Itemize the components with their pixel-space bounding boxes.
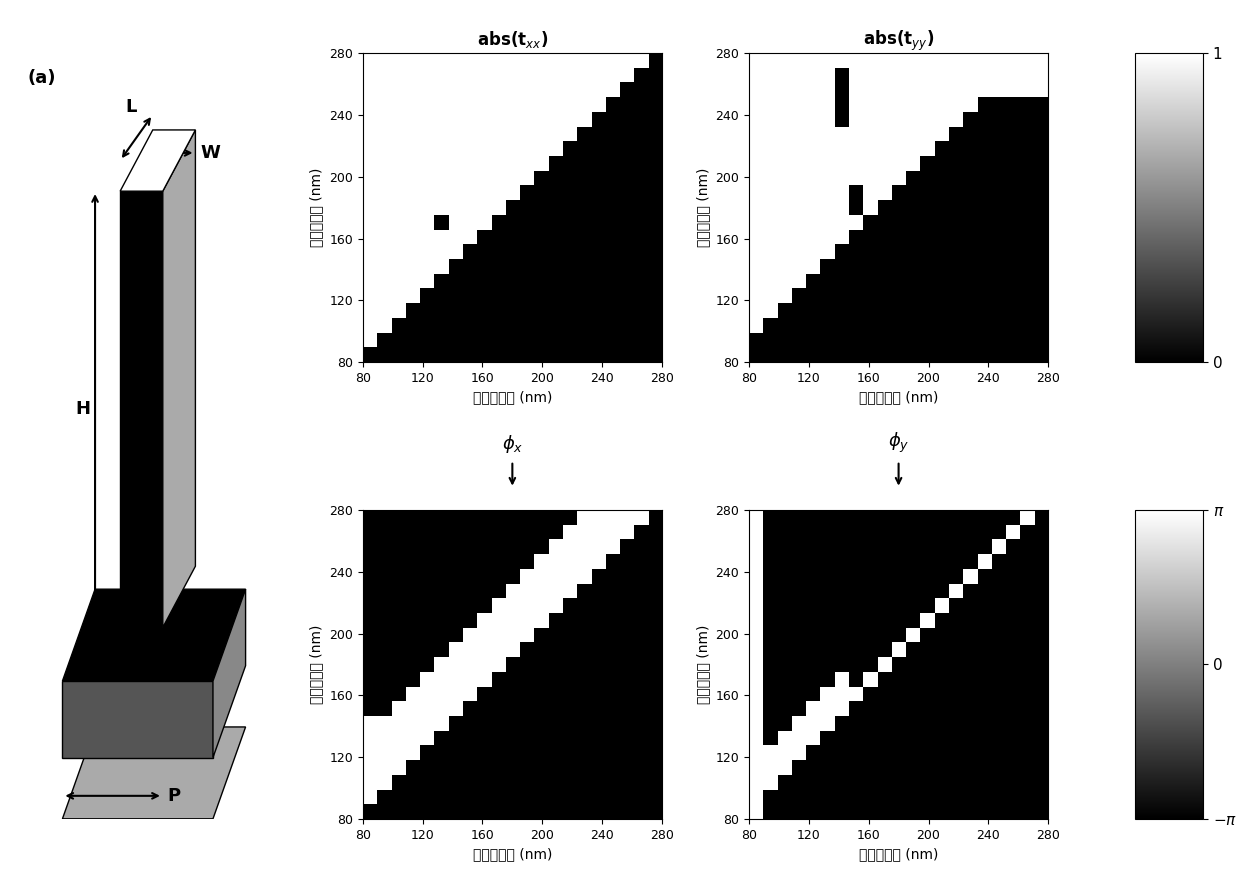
- Polygon shape: [213, 589, 246, 757]
- Text: (a): (a): [27, 69, 56, 86]
- Text: L: L: [125, 98, 136, 116]
- Text: (b): (b): [378, 69, 404, 87]
- Text: (c): (c): [764, 69, 789, 87]
- Polygon shape: [62, 589, 246, 681]
- Text: P: P: [167, 787, 181, 805]
- Polygon shape: [120, 191, 162, 627]
- Polygon shape: [62, 727, 246, 819]
- Polygon shape: [162, 130, 196, 627]
- X-axis label: 纳米柱宽度 (nm): 纳米柱宽度 (nm): [472, 391, 552, 404]
- Text: W: W: [201, 144, 221, 162]
- X-axis label: 纳米柱宽度 (nm): 纳米柱宽度 (nm): [472, 847, 552, 862]
- X-axis label: 纳米柱宽度 (nm): 纳米柱宽度 (nm): [859, 391, 939, 404]
- Polygon shape: [120, 130, 196, 191]
- Y-axis label: 纳米柱长度 (nm): 纳米柱长度 (nm): [696, 625, 709, 704]
- Y-axis label: 纳米柱长度 (nm): 纳米柱长度 (nm): [696, 168, 709, 247]
- Y-axis label: 纳米柱长度 (nm): 纳米柱长度 (nm): [310, 168, 324, 247]
- Polygon shape: [62, 681, 213, 757]
- Y-axis label: 纳米柱长度 (nm): 纳米柱长度 (nm): [310, 625, 324, 704]
- Title: abs(t$_{yy}$): abs(t$_{yy}$): [863, 28, 934, 53]
- Title: abs(t$_{xx}$): abs(t$_{xx}$): [477, 29, 548, 50]
- Text: $\phi_x$: $\phi_x$: [502, 433, 523, 455]
- Text: H: H: [74, 400, 91, 418]
- X-axis label: 纳米柱宽度 (nm): 纳米柱宽度 (nm): [859, 847, 939, 862]
- Text: $\phi_y$: $\phi_y$: [888, 431, 909, 455]
